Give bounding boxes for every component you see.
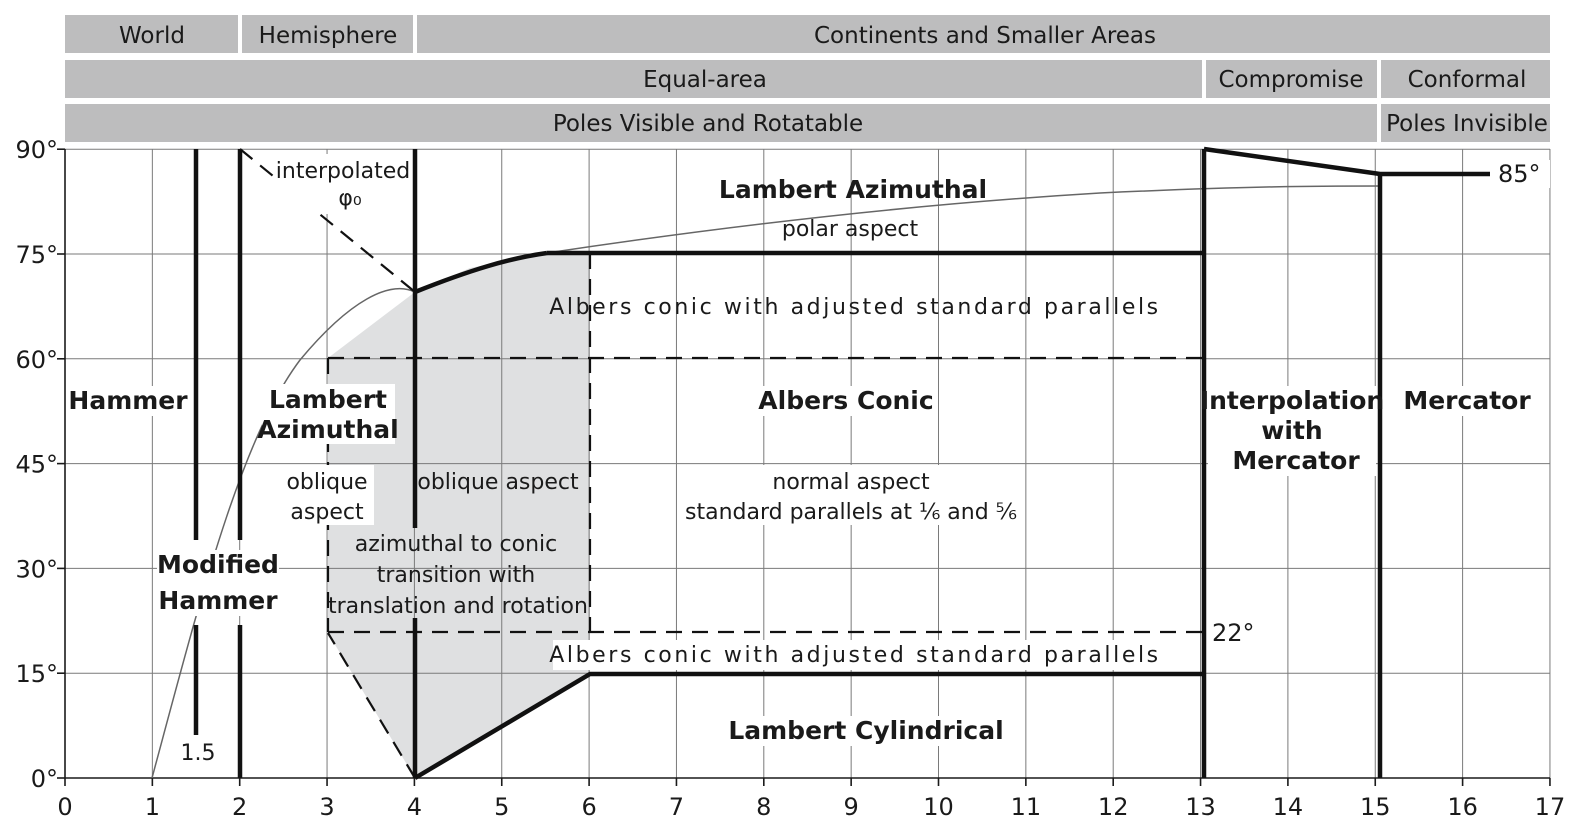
- label-modified-hammer-1: Modified: [157, 550, 279, 579]
- band-world-label: World: [119, 23, 185, 49]
- label-transition-1: azimuthal to conic: [355, 532, 557, 557]
- label-oblique-aspect-left-1: oblique: [286, 470, 367, 495]
- label-phi0: φ₀: [338, 186, 362, 211]
- x-tick-label: 10: [923, 793, 954, 821]
- label-albers-conic: Albers Conic: [758, 386, 933, 415]
- label-transition-2: transition with: [377, 563, 535, 588]
- x-tick-label: 14: [1273, 793, 1304, 821]
- label-standard-parallels: standard parallels at ⅙ and ⅚: [685, 500, 1017, 525]
- band-conformal: [1381, 60, 1550, 98]
- band-hemisphere: [242, 15, 413, 53]
- x-tick-label: 7: [669, 793, 684, 821]
- band-world: [65, 15, 238, 53]
- band-poles-visible: [65, 104, 1377, 142]
- x-tick-label: 16: [1447, 793, 1478, 821]
- label-oblique-aspect-left-2: aspect: [290, 500, 364, 525]
- band-equal-area-label: Equal-area: [643, 67, 767, 93]
- x-tick-label: 15: [1360, 793, 1391, 821]
- label-mercator: Mercator: [1403, 386, 1531, 415]
- band-hemisphere-label: Hemisphere: [259, 23, 398, 49]
- boundary-lines: [193, 146, 1490, 780]
- x-tick-label: 13: [1185, 793, 1216, 821]
- band-continents-label: Continents and Smaller Areas: [814, 23, 1156, 49]
- scale-band-row: World Hemisphere Continents and Smaller …: [65, 15, 1550, 53]
- band-conformal-label: Conformal: [1408, 67, 1527, 93]
- x-tick-label: 5: [494, 793, 509, 821]
- y-tick-label: 45°: [15, 451, 58, 479]
- x-tick-label: 8: [756, 793, 771, 821]
- label-interpolated: interpolated: [276, 159, 410, 184]
- band-compromise-label: Compromise: [1218, 67, 1363, 93]
- label-oblique-aspect-right: oblique aspect: [417, 470, 579, 495]
- x-tick-label: 1: [145, 793, 160, 821]
- x-tick-label: 6: [581, 793, 596, 821]
- label-lambert-cylindrical: Lambert Cylindrical: [728, 716, 1003, 745]
- label-interpolation-3: Mercator: [1232, 446, 1360, 475]
- x-tick-label: 0: [57, 793, 72, 821]
- y-tick-label: 15°: [15, 660, 58, 688]
- label-interpolation-2: with: [1261, 416, 1322, 445]
- label-albers-adjusted-top: Albers conic with adjusted standard para…: [549, 295, 1161, 320]
- label-hammer: Hammer: [68, 386, 188, 415]
- y-tick-label: 90°: [15, 136, 58, 164]
- x-tick-label: 17: [1535, 793, 1566, 821]
- label-normal-aspect: normal aspect: [772, 470, 930, 495]
- label-polar-aspect: polar aspect: [782, 217, 919, 242]
- lower-15-boundary: [413, 671, 1204, 780]
- y-tick-label: 60°: [15, 346, 58, 374]
- x-tick-label: 9: [844, 793, 859, 821]
- lower-transition-dash: [327, 632, 416, 779]
- x-tick-label: 3: [319, 793, 334, 821]
- polar-limit-curve-thick: [414, 250, 548, 295]
- interpolated-phi0-line: [239, 148, 416, 293]
- x-tick-label: 12: [1098, 793, 1129, 821]
- y-tick-label: 30°: [15, 555, 58, 583]
- label-transition-3: translation and rotation: [328, 594, 588, 619]
- region-labels: Hammer Modified Hammer 1.5 Lambert Azimu…: [68, 154, 1550, 766]
- label-85-degrees: 85°: [1498, 160, 1541, 188]
- band-poles-visible-label: Poles Visible and Rotatable: [553, 111, 863, 137]
- label-interpolation-1: Interpolation: [1200, 386, 1384, 415]
- poles-band-row: Poles Visible and Rotatable Poles Invisi…: [65, 104, 1550, 142]
- band-continents: [417, 15, 1550, 53]
- y-axis-ticks: 0° 15° 30° 45° 60° 75° 90°: [15, 136, 65, 793]
- y-tick-label: 75°: [15, 241, 58, 269]
- y-tick-label: 0°: [31, 765, 58, 793]
- label-lambert-az-oblique-2: Azimuthal: [257, 415, 399, 444]
- label-modified-hammer-2: Hammer: [158, 586, 278, 615]
- label-lambert-az-oblique-1: Lambert: [269, 385, 387, 414]
- x-axis-ticks: 0 1 2 3 4 5 6 7 8 9 10 11 12 13 14 15 16 17: [57, 778, 1565, 821]
- band-equal-area: [65, 60, 1202, 98]
- band-poles-invisible: [1381, 104, 1550, 142]
- label-lambert-az-polar: Lambert Azimuthal: [719, 175, 987, 204]
- x-tick-label: 4: [407, 793, 422, 821]
- x-tick-label: 11: [1011, 793, 1042, 821]
- band-poles-invisible-label: Poles Invisible: [1386, 111, 1548, 137]
- label-albers-adjusted-bottom: Albers conic with adjusted standard para…: [549, 643, 1161, 668]
- band-compromise: [1206, 60, 1377, 98]
- polar-aspect-upper-boundary: [1203, 146, 1490, 177]
- label-22-degrees: 22°: [1212, 619, 1255, 647]
- property-band-row: Equal-area Compromise Conformal: [65, 60, 1550, 98]
- x-tick-label: 2: [232, 793, 247, 821]
- label-ratio-1-5: 1.5: [181, 741, 216, 766]
